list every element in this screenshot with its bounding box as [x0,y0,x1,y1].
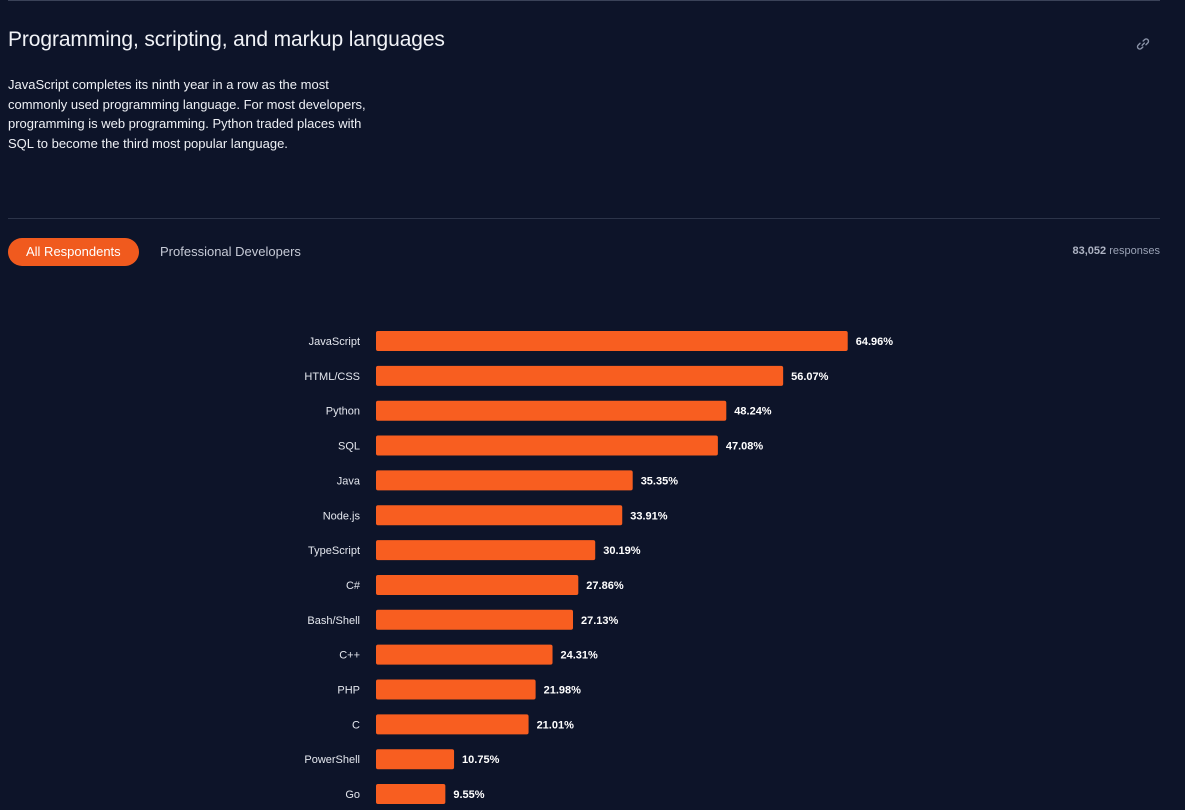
bar-c [376,644,553,665]
category-label-typescript: TypeScript [308,545,360,557]
bar-bash-shell [376,609,574,630]
bar-typescript [376,540,596,561]
bar-c [376,714,529,735]
value-label-c: 24.31% [561,650,599,662]
section-title: Programming, scripting, and markup langu… [8,28,445,51]
value-label-c: 27.86% [586,580,624,592]
value-label-typescript: 30.19% [603,545,641,557]
bar-c [376,574,579,595]
bar-html-css [376,365,784,386]
bar-java [376,470,633,491]
category-label-go: Go [345,789,360,801]
top-divider [8,0,1160,1]
value-label-html-css: 56.07% [791,371,829,383]
category-label-c: C# [346,580,361,592]
bar-sql [376,435,718,456]
category-label-javascript: JavaScript [309,336,360,348]
link-icon [1136,38,1150,50]
responses-label: responses [1109,245,1160,257]
tab-all-respondents[interactable]: All Respondents [8,238,139,266]
value-label-node-js: 33.91% [630,510,668,522]
bar-python [376,400,727,421]
bar-powershell [376,749,455,770]
category-label-html-css: HTML/CSS [304,371,360,383]
value-label-java: 35.35% [641,475,679,487]
value-label-powershell: 10.75% [462,754,500,766]
permalink-button[interactable] [1133,34,1153,54]
value-label-bash-shell: 27.13% [581,615,619,627]
value-label-python: 48.24% [734,406,772,418]
category-label-node-js: Node.js [323,510,361,522]
section-description: JavaScript completes its ninth year in a… [8,77,366,151]
category-label-bash-shell: Bash/Shell [307,615,360,627]
value-label-go: 9.55% [453,789,484,801]
category-label-java: Java [337,475,361,487]
section-divider [8,218,1160,219]
bar-node-js [376,505,623,526]
bar-go [376,784,446,805]
value-label-php: 21.98% [544,685,582,697]
category-label-sql: SQL [338,441,360,453]
category-label-python: Python [326,406,360,418]
value-label-sql: 47.08% [726,441,764,453]
category-label-c: C++ [339,650,360,662]
responses-number: 83,052 [1072,245,1107,257]
value-label-javascript: 64.96% [856,336,894,348]
value-label-c: 21.01% [537,719,575,731]
category-label-php: PHP [337,685,360,697]
responses-count: 83,052 responses [1073,245,1160,257]
category-label-powershell: PowerShell [304,754,360,766]
category-label-c: C [352,719,360,731]
bar-javascript [376,331,848,351]
bar-php [376,679,536,700]
tab-professional-developers[interactable]: Professional Developers [160,244,301,259]
